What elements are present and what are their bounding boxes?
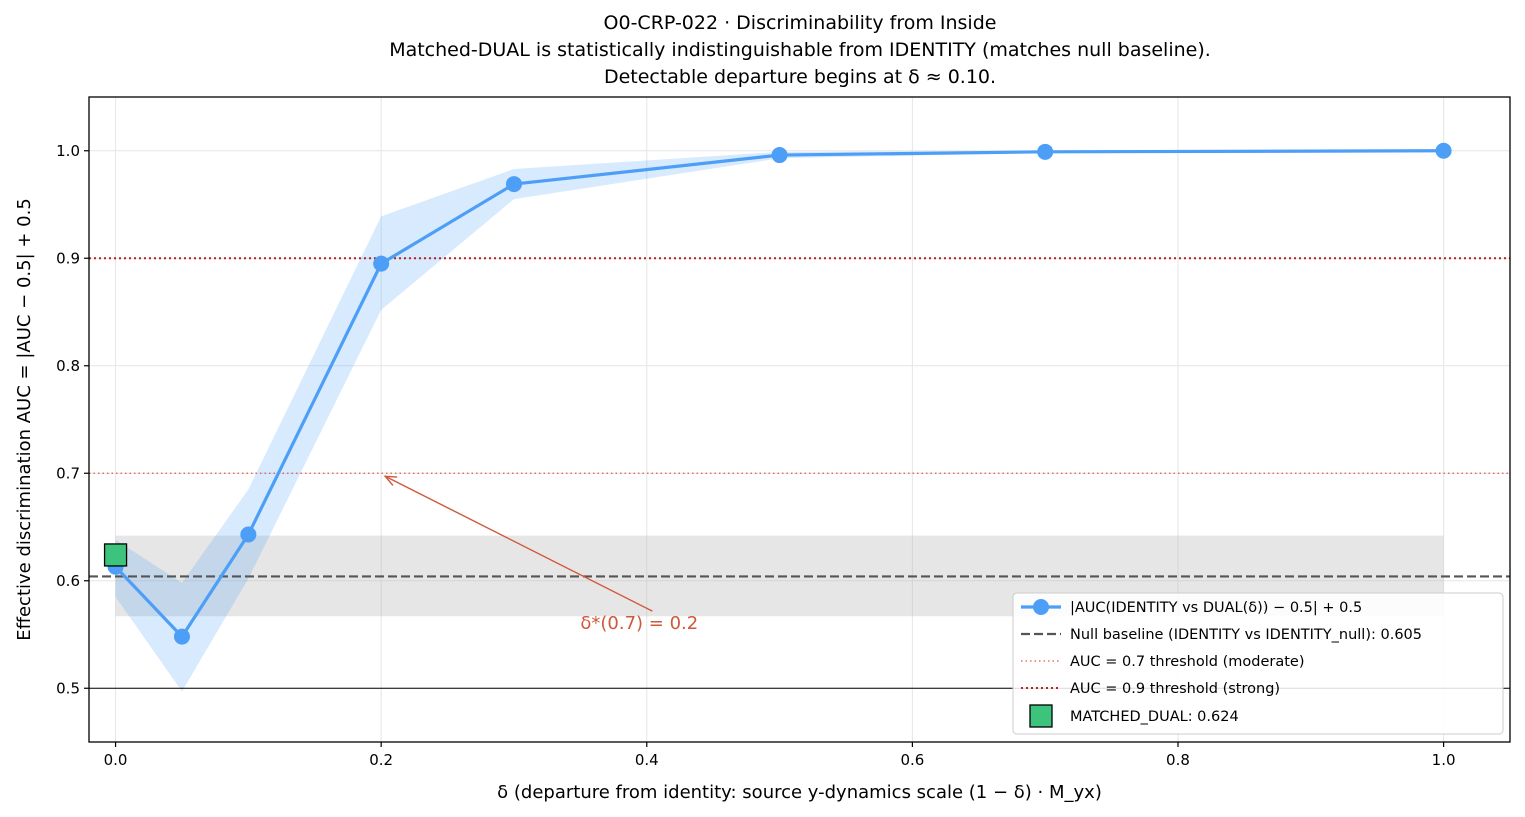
y-tick-label: 1.0 — [56, 142, 80, 160]
y-tick-label: 0.5 — [56, 679, 80, 697]
x-tick-label: 0.4 — [635, 751, 659, 769]
y-tick-label: 0.6 — [56, 572, 80, 590]
data-series — [103, 142, 1452, 645]
annotation-arrow-line — [384, 475, 653, 612]
x-tick-label: 0.0 — [104, 751, 128, 769]
series-point — [240, 526, 257, 543]
chart-subtitle-line-1: Matched-DUAL is statistically indistingu… — [389, 39, 1211, 61]
x-tick-label: 0.6 — [900, 751, 924, 769]
legend-box — [1012, 592, 1504, 735]
x-tick-label: 1.0 — [1432, 751, 1456, 769]
annotation-label: δ*(0.7) = 0.2 — [580, 613, 698, 634]
plot-frame — [88, 96, 1511, 743]
legend: |AUC(IDENTITY vs DUAL(δ)) − 0.5| + 0.5 N… — [1012, 592, 1504, 735]
chart-subtitle-line-2: Detectable departure begins at δ ≈ 0.10. — [603, 66, 997, 88]
series-line — [114, 149, 1444, 639]
tick-labels: 0.0 0.2 0.4 0.6 0.8 1.0 0.5 0.6 0.7 0.8 0.9 1.0 — [56, 142, 1455, 769]
chart-titles: O0-CRP-022 · Discriminability from Insid… — [0, 10, 1525, 91]
legend-entry-series: |AUC(IDENTITY vs DUAL(δ)) − 0.5| + 0.5 — [1070, 600, 1362, 616]
chart-title: O0-CRP-022 · Discriminability from Insid… — [603, 12, 997, 34]
legend-entry-threshold-moderate: AUC = 0.7 threshold (moderate) — [1070, 654, 1304, 670]
x-axis-label: δ (departure from identity: source y-dyn… — [497, 782, 1102, 803]
series-point — [173, 628, 190, 645]
y-tick-label: 0.8 — [56, 357, 80, 375]
legend-swatch-matched-dual — [1029, 704, 1053, 728]
annotation-group: δ*(0.7) = 0.2 — [383, 475, 698, 634]
legend-entry-threshold-strong: AUC = 0.9 threshold (strong) — [1070, 681, 1280, 697]
legend-entry-matched-dual: MATCHED_DUAL: 0.624 — [1070, 709, 1239, 725]
series-point — [1037, 143, 1054, 160]
series-point — [373, 255, 390, 272]
x-tick-label: 0.2 — [369, 751, 393, 769]
matched-dual-marker — [103, 543, 128, 567]
y-tick-label: 0.9 — [56, 249, 80, 267]
annotation-arrow-head — [383, 475, 398, 486]
x-tick-label: 0.8 — [1166, 751, 1190, 769]
legend-entry-null-baseline: Null baseline (IDENTITY vs IDENTITY_null… — [1070, 627, 1422, 643]
series-point — [771, 147, 788, 164]
series-point — [1435, 142, 1452, 159]
y-axis-label: Effective discrimination AUC = |AUC − 0.… — [14, 198, 35, 641]
series-point — [505, 176, 522, 193]
y-tick-label: 0.7 — [56, 464, 80, 482]
legend-swatch-series-marker — [1033, 599, 1049, 615]
axes — [84, 96, 1511, 747]
